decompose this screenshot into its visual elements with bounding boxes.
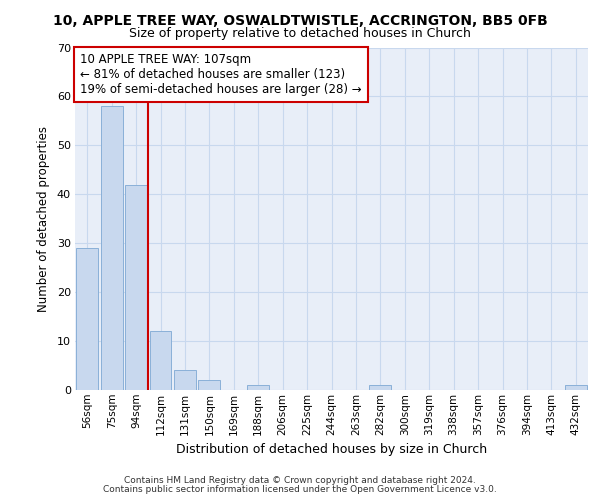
Bar	[174, 370, 196, 390]
Bar	[125, 184, 147, 390]
Text: Contains public sector information licensed under the Open Government Licence v3: Contains public sector information licen…	[103, 485, 497, 494]
Text: 10 APPLE TREE WAY: 107sqm
← 81% of detached houses are smaller (123)
19% of semi: 10 APPLE TREE WAY: 107sqm ← 81% of detac…	[80, 52, 362, 96]
Y-axis label: Number of detached properties: Number of detached properties	[37, 126, 50, 312]
Bar	[247, 385, 269, 390]
Text: Contains HM Land Registry data © Crown copyright and database right 2024.: Contains HM Land Registry data © Crown c…	[124, 476, 476, 485]
Bar	[101, 106, 122, 390]
Bar	[199, 380, 220, 390]
Bar	[76, 248, 98, 390]
X-axis label: Distribution of detached houses by size in Church: Distribution of detached houses by size …	[176, 443, 487, 456]
Text: Size of property relative to detached houses in Church: Size of property relative to detached ho…	[129, 28, 471, 40]
Bar	[370, 385, 391, 390]
Bar	[565, 385, 587, 390]
Bar	[149, 332, 172, 390]
Text: 10, APPLE TREE WAY, OSWALDTWISTLE, ACCRINGTON, BB5 0FB: 10, APPLE TREE WAY, OSWALDTWISTLE, ACCRI…	[53, 14, 547, 28]
